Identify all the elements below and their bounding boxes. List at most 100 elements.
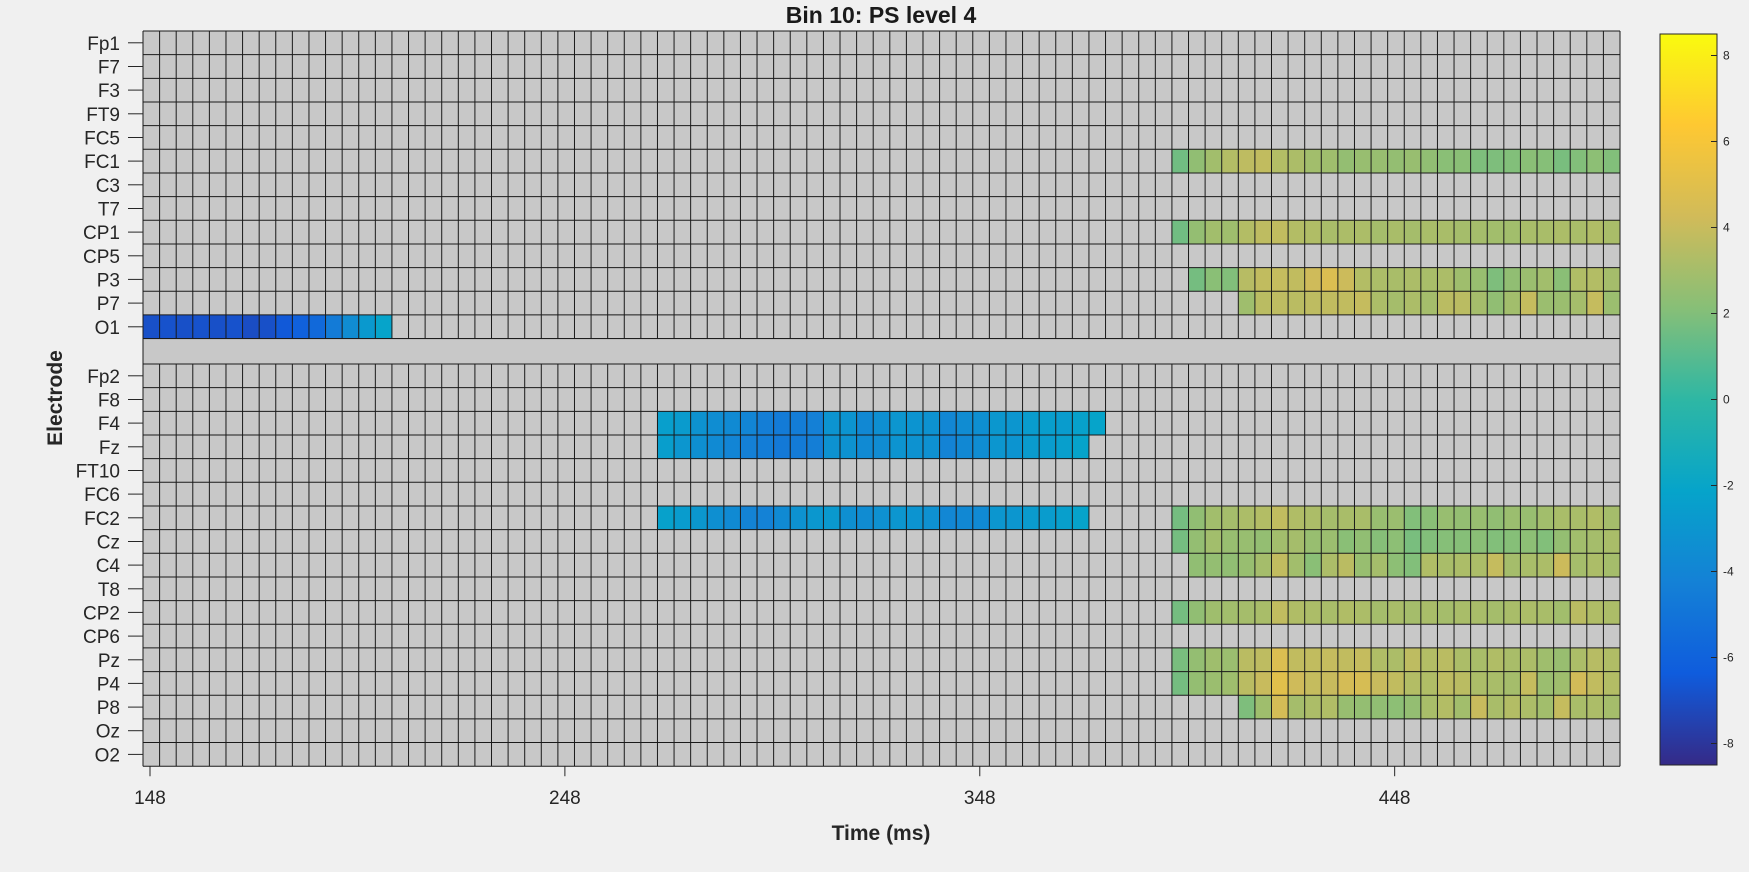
cell-FC2-31 xyxy=(657,505,675,530)
cell-Pz-77 xyxy=(1420,647,1438,672)
cell-FC2-50 xyxy=(972,505,990,530)
cell-Fz-52 xyxy=(1005,434,1023,459)
cell-Fz-54 xyxy=(1039,434,1057,459)
cell-FC1-71 xyxy=(1321,149,1339,173)
cell-P4-88 xyxy=(1603,671,1621,696)
cell-P4-76 xyxy=(1404,671,1422,696)
row-label-Cz: Cz xyxy=(97,533,120,554)
cell-P7-80 xyxy=(1470,291,1488,315)
cell-C4-80 xyxy=(1470,553,1488,577)
cell-Pz-62 xyxy=(1171,647,1189,672)
cell-Cz-76 xyxy=(1404,529,1422,554)
cell-CP2-84 xyxy=(1537,600,1554,625)
cell-FC2-47 xyxy=(922,505,940,530)
cell-Fz-33 xyxy=(690,434,708,459)
cell-F4-34 xyxy=(707,411,725,435)
row-label-FC1: FC1 xyxy=(84,152,120,173)
cell-Cz-64 xyxy=(1205,529,1223,554)
cell-P7-73 xyxy=(1354,291,1372,315)
cell-Pz-76 xyxy=(1404,647,1422,672)
cell-FC1-80 xyxy=(1470,149,1488,173)
cell-P8-75 xyxy=(1387,695,1405,719)
row-label-Fp1: Fp1 xyxy=(87,34,120,55)
cell-O1-10 xyxy=(308,314,326,339)
row-label-P7: P7 xyxy=(97,294,120,315)
cell-P8-83 xyxy=(1520,695,1538,719)
cell-F4-47 xyxy=(922,411,940,435)
cell-FC1-74 xyxy=(1371,149,1388,173)
cell-Cz-71 xyxy=(1321,529,1339,554)
cell-CP1-76 xyxy=(1404,220,1422,244)
cell-Cz-65 xyxy=(1221,529,1239,554)
cell-P8-76 xyxy=(1404,695,1422,719)
cell-FC2-39 xyxy=(790,505,808,530)
cell-Pz-66 xyxy=(1238,647,1256,672)
x-tick-label-448: 448 xyxy=(1379,788,1411,809)
cell-FC2-75 xyxy=(1387,505,1405,530)
cell-C4-72 xyxy=(1337,553,1355,577)
row-label-FT9: FT9 xyxy=(86,105,120,126)
cell-FC2-52 xyxy=(1005,505,1023,530)
cell-Pz-80 xyxy=(1470,647,1488,672)
cell-C4-87 xyxy=(1586,553,1604,577)
cell-F4-32 xyxy=(674,411,691,435)
cell-FC2-79 xyxy=(1454,505,1471,530)
cell-P8-66 xyxy=(1238,695,1256,719)
cell-C4-63 xyxy=(1188,553,1206,577)
cell-Fz-42 xyxy=(840,434,857,459)
cell-Pz-88 xyxy=(1603,647,1621,672)
cell-Cz-70 xyxy=(1304,529,1322,554)
colorbar-tick-label-6: 6 xyxy=(1723,135,1730,149)
cell-P4-75 xyxy=(1387,671,1405,696)
cell-FC1-78 xyxy=(1437,149,1455,173)
cell-P8-80 xyxy=(1470,695,1488,719)
cell-Fz-32 xyxy=(674,434,691,459)
cell-C4-73 xyxy=(1354,553,1372,577)
cell-Fz-34 xyxy=(707,434,725,459)
cell-Fz-44 xyxy=(873,434,891,459)
x-ticks: 148 248 348 448 xyxy=(134,766,1411,809)
cell-P8-79 xyxy=(1454,695,1471,719)
cell-P7-75 xyxy=(1387,291,1405,315)
cell-CP2-83 xyxy=(1520,600,1538,625)
electrode-group-1 xyxy=(142,30,1621,340)
cell-Pz-74 xyxy=(1371,647,1388,672)
cell-C4-67 xyxy=(1254,553,1272,577)
cell-Pz-83 xyxy=(1520,647,1538,672)
cell-CP2-72 xyxy=(1337,600,1355,625)
cell-C4-79 xyxy=(1454,553,1471,577)
cell-CP1-83 xyxy=(1520,220,1538,244)
row-label-P8: P8 xyxy=(97,698,120,719)
cell-FC2-83 xyxy=(1520,505,1538,530)
cell-P3-80 xyxy=(1470,267,1488,292)
cell-Cz-78 xyxy=(1437,529,1455,554)
cell-CP1-64 xyxy=(1205,220,1223,244)
cell-F4-56 xyxy=(1072,411,1090,435)
heatmap-cells xyxy=(142,30,1621,767)
cell-Pz-79 xyxy=(1454,647,1471,672)
cell-FC2-62 xyxy=(1171,505,1189,530)
cell-FC2-42 xyxy=(840,505,857,530)
cell-P3-67 xyxy=(1254,267,1272,292)
cell-O1-13 xyxy=(358,314,376,339)
cell-FC1-85 xyxy=(1553,149,1571,173)
cell-P4-64 xyxy=(1205,671,1223,696)
cell-CP2-62 xyxy=(1171,600,1189,625)
cell-F4-51 xyxy=(989,411,1007,435)
cell-P4-86 xyxy=(1570,671,1588,696)
cell-Cz-66 xyxy=(1238,529,1256,554)
cell-FC2-41 xyxy=(823,505,841,530)
cell-FC2-85 xyxy=(1553,505,1571,530)
cell-FC2-48 xyxy=(939,505,957,530)
cell-CP1-85 xyxy=(1553,220,1571,244)
cell-FC2-86 xyxy=(1570,505,1588,530)
cell-Pz-84 xyxy=(1537,647,1554,672)
cell-P8-71 xyxy=(1321,695,1339,719)
cell-P3-87 xyxy=(1586,267,1604,292)
row-label-FC6: FC6 xyxy=(84,485,120,506)
cell-CP1-66 xyxy=(1238,220,1256,244)
row-label-P3: P3 xyxy=(97,270,120,291)
cell-Cz-85 xyxy=(1553,529,1571,554)
cell-P7-84 xyxy=(1537,291,1554,315)
